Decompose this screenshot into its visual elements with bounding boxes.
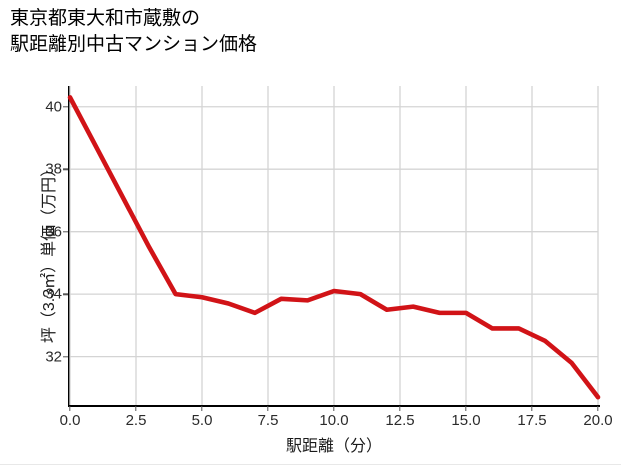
x-tick-label: 2.5 xyxy=(125,412,147,429)
y-tick-mark xyxy=(63,293,68,295)
x-tick-marks xyxy=(69,406,599,412)
x-tick-label: 15.0 xyxy=(451,412,481,429)
y-axis-title: 坪（3.3㎡）単価（万円） xyxy=(41,160,58,344)
x-axis-title: 駅距離（分） xyxy=(285,438,382,455)
x-tick-labels: 0.0 2.5 5.0 7.5 10.0 12.5 15.0 17.5 20.0 xyxy=(60,412,613,434)
y-tick-label: 32 xyxy=(45,348,62,366)
y-tick-label: 34 xyxy=(45,285,62,303)
x-tick-mark xyxy=(465,406,467,411)
x-tick-label: 5.0 xyxy=(191,412,213,429)
y-tick-label: 40 xyxy=(45,98,62,116)
chart-title: 東京都東大和市蔵敷の 駅距離別中古マンション価格 xyxy=(10,8,258,55)
x-tick-mark xyxy=(531,406,533,411)
x-tick-label: 7.5 xyxy=(257,412,279,429)
y-tick-mark xyxy=(63,168,68,170)
y-axis-spine xyxy=(68,86,71,407)
x-tick-label: 10.0 xyxy=(319,412,349,429)
price-line-series xyxy=(67,95,601,400)
y-tick-label: 38 xyxy=(45,160,62,178)
x-tick-mark xyxy=(69,406,71,411)
y-tick-labels: 32 34 36 38 40 xyxy=(10,88,62,405)
y-tick-mark xyxy=(63,355,68,358)
y-tick-mark xyxy=(63,230,68,233)
gridlines xyxy=(69,86,599,405)
x-tick-label: 17.5 xyxy=(517,412,547,429)
y-tick-label: 36 xyxy=(45,223,62,241)
x-tick-mark xyxy=(135,406,137,411)
plot-area xyxy=(67,86,601,405)
x-tick-mark xyxy=(399,406,401,411)
x-tick-mark xyxy=(267,406,269,411)
x-tick-label: 12.5 xyxy=(385,412,415,429)
x-tick-label: 20.0 xyxy=(583,412,613,429)
y-tick-marks xyxy=(63,88,69,405)
x-tick-mark xyxy=(597,406,599,411)
x-tick-mark xyxy=(201,406,203,411)
y-tick-mark xyxy=(63,106,68,108)
x-tick-label: 0.0 xyxy=(59,412,81,429)
x-tick-mark xyxy=(333,406,335,411)
